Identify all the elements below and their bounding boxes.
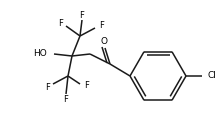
Text: F: F [99, 21, 104, 30]
Text: F: F [45, 83, 50, 92]
Text: F: F [64, 95, 68, 104]
Text: HO: HO [33, 50, 47, 58]
Text: F: F [84, 81, 89, 90]
Text: Cl: Cl [208, 72, 217, 81]
Text: O: O [101, 36, 108, 46]
Text: F: F [58, 18, 63, 27]
Text: F: F [80, 10, 84, 19]
